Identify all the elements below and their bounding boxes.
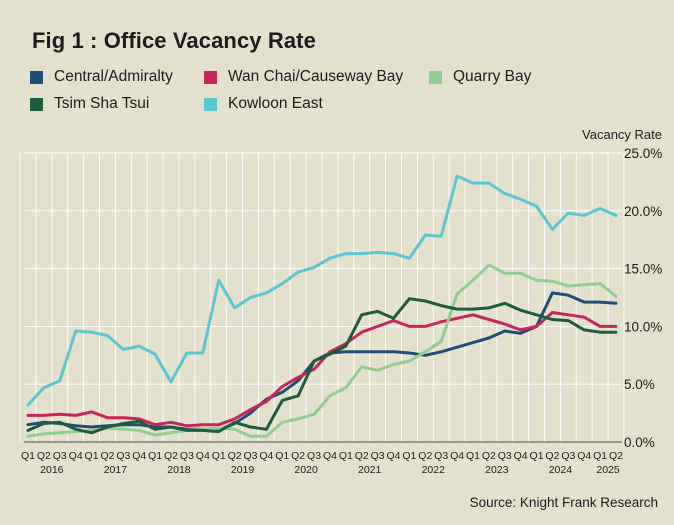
x-tick-label: Q2 — [228, 450, 242, 462]
x-tick-label: Q1 — [212, 450, 226, 462]
source-note: Source: Knight Frank Research — [469, 495, 658, 510]
x-tick-label: Q2 — [164, 450, 178, 462]
x-year-label: 2024 — [549, 464, 573, 476]
legend-label: Wan Chai/Causeway Bay — [228, 68, 404, 85]
gridlines — [19, 152, 625, 443]
y-tick-label: 5.0% — [624, 377, 655, 392]
x-tick-label: Q4 — [196, 450, 210, 462]
series-line — [26, 263, 618, 438]
legend-label: Central/Admiralty — [54, 68, 173, 85]
x-tick-label: Q2 — [355, 450, 369, 462]
legend-item: Kowloon East — [204, 95, 323, 113]
legend-item: Quarry Bay — [429, 68, 531, 86]
x-tick-label: Q4 — [69, 450, 83, 462]
x-tick-label: Q4 — [577, 450, 591, 462]
x-tick-label: Q4 — [132, 450, 146, 462]
x-year-label: 2025 — [596, 464, 620, 476]
chart-title: Fig 1 : Office Vacancy Rate — [32, 28, 316, 53]
x-tick-label: Q2 — [37, 450, 51, 462]
x-tick-label: Q1 — [530, 450, 544, 462]
x-tick-label: Q2 — [545, 450, 559, 462]
x-tick-label: Q2 — [418, 450, 432, 462]
y-tick-label: 25.0% — [624, 146, 662, 161]
x-tick-label: Q1 — [466, 450, 480, 462]
legend-label: Tsim Sha Tsui — [54, 95, 150, 112]
x-year-label: 2017 — [104, 464, 128, 476]
legend-swatch — [204, 70, 217, 84]
y-tick-label: 10.0% — [624, 319, 662, 334]
legend-item: Tsim Sha Tsui — [30, 95, 149, 113]
legend-swatch — [429, 70, 442, 84]
x-year-label: 2019 — [231, 464, 255, 476]
x-tick-label: Q3 — [116, 450, 130, 462]
x-tick-label: Q1 — [275, 450, 289, 462]
x-tick-label: Q2 — [291, 450, 305, 462]
x-tick-label: Q4 — [323, 450, 337, 462]
x-tick-label: Q3 — [307, 450, 321, 462]
x-year-label: 2021 — [358, 464, 382, 476]
x-tick-label: Q4 — [259, 450, 273, 462]
x-tick-label: Q4 — [514, 450, 528, 462]
x-tick-label: Q3 — [434, 450, 448, 462]
x-tick-label: Q3 — [243, 450, 257, 462]
x-tick-label: Q1 — [85, 450, 99, 462]
x-tick-label: Q4 — [450, 450, 464, 462]
x-tick-label: Q3 — [561, 450, 575, 462]
x-tick-label: Q3 — [180, 450, 194, 462]
x-year-label: 2020 — [294, 464, 318, 476]
legend-swatch — [30, 70, 43, 84]
legend-label: Quarry Bay — [453, 68, 532, 85]
x-tick-label: Q2 — [100, 450, 114, 462]
y-axis-label: Vacancy Rate — [582, 127, 662, 142]
y-tick-label: 15.0% — [624, 262, 662, 277]
legend-swatch — [30, 97, 43, 111]
x-tick-label: Q4 — [387, 450, 401, 462]
x-year-label: 2022 — [422, 464, 446, 476]
legend-item: Wan Chai/Causeway Bay — [204, 68, 403, 86]
x-tick-label: Q1 — [21, 450, 35, 462]
x-tick-label: Q1 — [402, 450, 416, 462]
x-tick-label: Q2 — [482, 450, 496, 462]
x-tick-label: Q1 — [339, 450, 353, 462]
x-tick-label: Q3 — [53, 450, 67, 462]
legend-item: Central/Admiralty — [30, 68, 173, 86]
legend-swatch — [204, 97, 217, 111]
y-tick-label: 20.0% — [624, 204, 662, 219]
x-tick-label: Q3 — [498, 450, 512, 462]
x-tick-label: Q1 — [593, 450, 607, 462]
x-tick-label: Q3 — [371, 450, 385, 462]
x-year-label: 2023 — [485, 464, 509, 476]
legend-label: Kowloon East — [228, 95, 323, 112]
series-line — [26, 297, 618, 435]
x-tick-label: Q1 — [148, 450, 162, 462]
series-line — [26, 311, 618, 428]
x-year-label: 2018 — [167, 464, 191, 476]
x-tick-label: Q2 — [609, 450, 623, 462]
series-line — [26, 174, 618, 407]
y-tick-label: 0.0% — [624, 435, 655, 450]
x-year-label: 2016 — [40, 464, 64, 476]
